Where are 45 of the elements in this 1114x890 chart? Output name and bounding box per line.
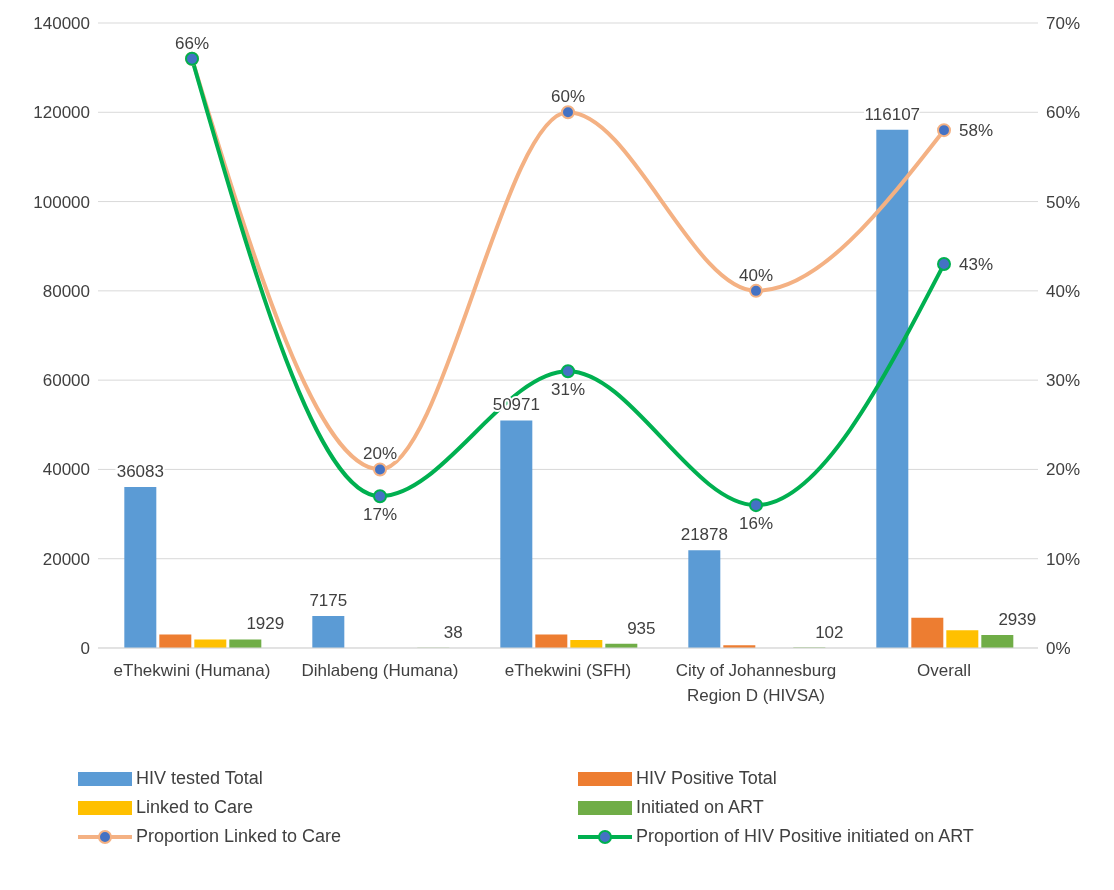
data-label: 116107 (864, 104, 921, 124)
y-tick-label: 80000 (42, 281, 90, 301)
data-label: 60% (550, 87, 586, 107)
y2-tick-label: 60% (1046, 103, 1081, 123)
y2-tick-label: 70% (1046, 14, 1081, 34)
y-tick-label: 40000 (42, 460, 90, 480)
legend-label: Proportion Linked to Care (136, 826, 342, 847)
data-label: 40% (738, 265, 774, 285)
x-tick-label: eThekwini (Humana) (113, 661, 271, 681)
y2-tick-label: 10% (1046, 549, 1081, 569)
legend-label: HIV Positive Total (636, 768, 777, 789)
y-tick-label: 20000 (42, 549, 90, 569)
legend-label: Initiated on ART (636, 797, 764, 818)
y-tick-label: 0 (80, 639, 90, 659)
data-label: 102 (815, 622, 844, 642)
y-tick-label: 140000 (33, 14, 90, 34)
data-label: 16% (738, 514, 774, 534)
data-label: 17% (362, 505, 398, 525)
data-label: 31% (550, 380, 586, 400)
data-label: 935 (627, 618, 656, 638)
data-label: 58% (958, 121, 994, 141)
data-label: 36083 (116, 461, 164, 481)
data-label: 20% (362, 444, 398, 464)
x-tick-label: Dihlabeng (Humana) (301, 661, 459, 681)
data-label: 1929 (246, 614, 285, 634)
data-label: 38 (443, 622, 463, 642)
x-tick-label: City of Johannesburg Region D (HIVSA) (675, 661, 837, 706)
y-tick-label: 100000 (33, 192, 90, 212)
legend-label: Proportion of HIV Positive initiated on ART (636, 826, 974, 847)
data-label: 43% (958, 255, 994, 275)
y2-tick-label: 40% (1046, 281, 1081, 301)
y-tick-label: 60000 (42, 371, 90, 391)
y2-tick-label: 20% (1046, 460, 1081, 480)
x-tick-label: eThekwini (SFH) (504, 661, 632, 681)
data-label: 7175 (309, 590, 348, 610)
data-label: 66% (174, 33, 210, 53)
y-tick-label: 120000 (33, 103, 90, 123)
data-label: 2939 (998, 609, 1037, 629)
data-label: 21878 (680, 525, 728, 545)
y2-tick-label: 50% (1046, 192, 1081, 212)
y2-tick-label: 0% (1046, 639, 1071, 659)
x-tick-label: Overall (917, 661, 971, 681)
legend-label: Linked to Care (136, 797, 254, 818)
legend-label: HIV tested Total (136, 768, 263, 789)
y2-tick-label: 30% (1046, 371, 1081, 391)
